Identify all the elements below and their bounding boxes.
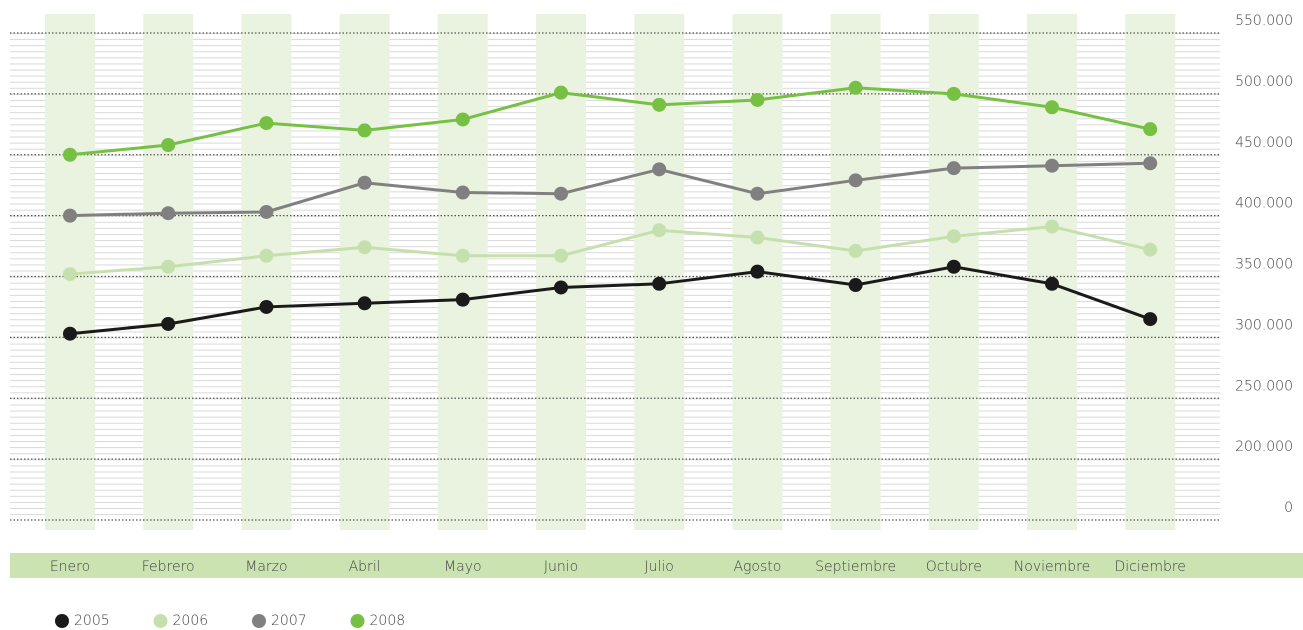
column-band bbox=[634, 14, 685, 530]
legend-label: 2005 bbox=[74, 613, 110, 629]
legend-label: 2006 bbox=[173, 613, 209, 629]
data-point bbox=[848, 173, 863, 188]
data-point bbox=[554, 248, 568, 263]
data-point bbox=[357, 123, 372, 138]
data-point bbox=[946, 86, 961, 101]
data-point bbox=[554, 85, 568, 100]
data-point bbox=[554, 186, 568, 201]
data-point bbox=[652, 97, 667, 112]
y-tick-label: 350.000 bbox=[1235, 257, 1293, 273]
legend-label: 2008 bbox=[370, 613, 406, 629]
column-band bbox=[1125, 14, 1176, 530]
y-tick-label: 300.000 bbox=[1235, 317, 1293, 333]
x-tick-label: Mayo bbox=[444, 559, 482, 575]
data-point bbox=[946, 259, 961, 274]
x-tick-label: Julio bbox=[645, 559, 674, 575]
data-point bbox=[750, 230, 765, 245]
column-bands bbox=[45, 14, 1176, 530]
data-point bbox=[750, 186, 765, 201]
data-point bbox=[652, 223, 667, 238]
x-tick-label: Agosto bbox=[733, 559, 781, 575]
y-tick-label: 550.000 bbox=[1235, 13, 1293, 29]
x-tick-label: Junio bbox=[544, 559, 578, 575]
data-point bbox=[1045, 158, 1059, 173]
data-point bbox=[1143, 122, 1158, 137]
data-point bbox=[455, 292, 470, 307]
data-point bbox=[63, 326, 77, 341]
x-tick-label: Marzo bbox=[245, 559, 287, 575]
data-point bbox=[946, 229, 961, 244]
column-band bbox=[437, 14, 488, 530]
data-point bbox=[357, 296, 372, 311]
x-tick-label: Octubre bbox=[926, 559, 982, 575]
data-point bbox=[848, 278, 863, 293]
x-tick-label: Enero bbox=[50, 559, 90, 575]
data-point bbox=[652, 276, 667, 291]
category-bar bbox=[10, 553, 1303, 578]
y-tick-label: 450.000 bbox=[1235, 135, 1293, 151]
legend-marker bbox=[252, 614, 266, 628]
data-point bbox=[946, 161, 961, 176]
data-point bbox=[259, 299, 274, 314]
data-point bbox=[357, 175, 372, 190]
column-band bbox=[830, 14, 881, 530]
y-tick-label: 200.000 bbox=[1235, 439, 1293, 455]
legend-marker bbox=[350, 614, 365, 628]
data-point bbox=[161, 138, 176, 153]
y-tick-label: 500.000 bbox=[1235, 74, 1293, 90]
data-point bbox=[259, 204, 274, 219]
data-point bbox=[1045, 276, 1059, 291]
legend-marker bbox=[55, 614, 69, 628]
x-tick-label: Abril bbox=[349, 559, 381, 575]
data-point bbox=[63, 208, 77, 223]
data-point bbox=[1143, 156, 1158, 171]
series-line bbox=[69, 225, 1151, 276]
data-point bbox=[63, 267, 77, 282]
data-point bbox=[1143, 242, 1158, 257]
legend-marker bbox=[153, 614, 168, 628]
x-tick-label: Febrero bbox=[142, 559, 195, 575]
data-point bbox=[848, 80, 863, 95]
data-point bbox=[750, 92, 765, 107]
data-point bbox=[161, 259, 176, 274]
data-point bbox=[259, 116, 274, 131]
legend-label: 2007 bbox=[271, 613, 307, 629]
y-tick-label: 250.000 bbox=[1235, 378, 1293, 394]
data-point bbox=[161, 316, 176, 331]
column-band bbox=[1027, 14, 1077, 530]
data-point bbox=[63, 147, 77, 162]
y-tick-label: 0 bbox=[1284, 500, 1293, 516]
series-line bbox=[69, 86, 1151, 157]
series-line bbox=[69, 265, 1151, 336]
data-point bbox=[259, 248, 274, 263]
data-point bbox=[161, 206, 176, 221]
data-point bbox=[455, 112, 470, 127]
data-point bbox=[1045, 219, 1059, 234]
data-point bbox=[652, 162, 667, 177]
data-point bbox=[455, 185, 470, 200]
y-tick-label: 400.000 bbox=[1235, 196, 1293, 212]
column-band bbox=[339, 14, 390, 530]
data-point bbox=[554, 280, 568, 295]
x-tick-label: Noviembre bbox=[1014, 559, 1090, 575]
column-band bbox=[241, 14, 292, 530]
x-tick-label: Septiembre bbox=[815, 559, 896, 575]
data-point bbox=[1143, 312, 1158, 327]
data-point bbox=[455, 248, 470, 263]
column-band bbox=[536, 14, 586, 530]
data-point bbox=[1045, 100, 1059, 115]
series-line bbox=[69, 161, 1151, 218]
x-tick-label: Diciembre bbox=[1114, 559, 1185, 575]
data-point bbox=[848, 243, 863, 258]
data-point bbox=[750, 264, 765, 279]
data-point bbox=[357, 240, 372, 255]
